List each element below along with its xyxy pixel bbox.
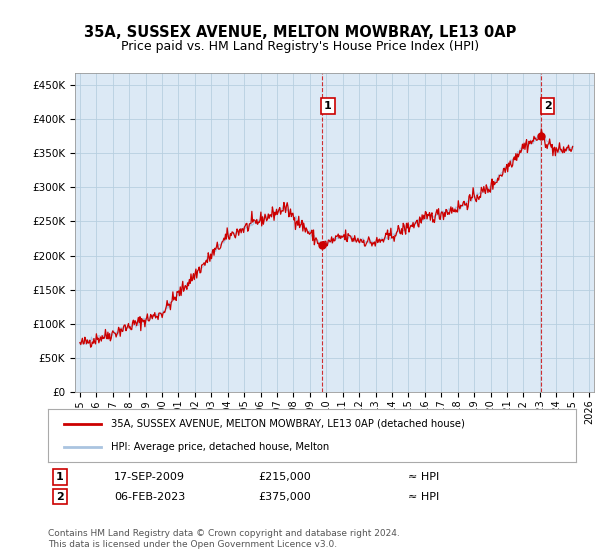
Text: Price paid vs. HM Land Registry's House Price Index (HPI): Price paid vs. HM Land Registry's House … bbox=[121, 40, 479, 53]
Text: £375,000: £375,000 bbox=[258, 492, 311, 502]
Text: 1: 1 bbox=[56, 472, 64, 482]
Text: £215,000: £215,000 bbox=[258, 472, 311, 482]
Text: ≈ HPI: ≈ HPI bbox=[408, 492, 439, 502]
Text: HPI: Average price, detached house, Melton: HPI: Average price, detached house, Melt… bbox=[112, 442, 329, 452]
Text: 1: 1 bbox=[324, 101, 332, 111]
Text: 06-FEB-2023: 06-FEB-2023 bbox=[114, 492, 185, 502]
Text: Contains HM Land Registry data © Crown copyright and database right 2024.
This d: Contains HM Land Registry data © Crown c… bbox=[48, 529, 400, 549]
Text: 2: 2 bbox=[544, 101, 551, 111]
Text: 35A, SUSSEX AVENUE, MELTON MOWBRAY, LE13 0AP (detached house): 35A, SUSSEX AVENUE, MELTON MOWBRAY, LE13… bbox=[112, 419, 465, 429]
Text: ≈ HPI: ≈ HPI bbox=[408, 472, 439, 482]
Text: 17-SEP-2009: 17-SEP-2009 bbox=[114, 472, 185, 482]
Text: 35A, SUSSEX AVENUE, MELTON MOWBRAY, LE13 0AP: 35A, SUSSEX AVENUE, MELTON MOWBRAY, LE13… bbox=[84, 25, 516, 40]
Text: 2: 2 bbox=[56, 492, 64, 502]
